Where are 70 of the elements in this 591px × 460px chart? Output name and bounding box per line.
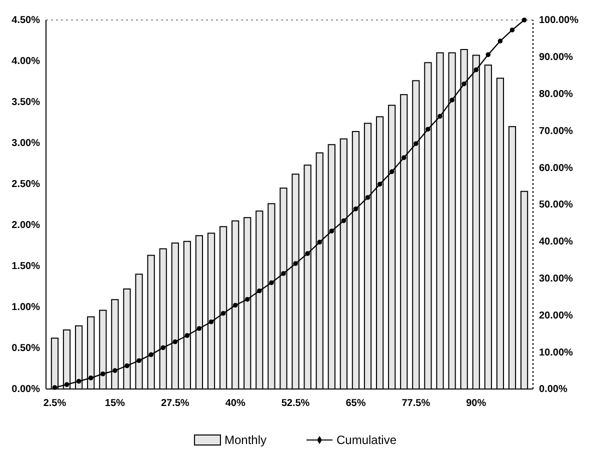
x-tick-label: 40% (225, 398, 246, 410)
point (136, 358, 142, 363)
point (184, 333, 190, 338)
y-tick-label: 0.00% (12, 384, 40, 396)
point (353, 206, 358, 212)
x-tick-label: 15% (104, 398, 126, 410)
y-tick-label: 3.00% (12, 138, 40, 150)
y-tick-label: 4.50% (12, 15, 40, 26)
x-tick-label: 52.5% (281, 398, 310, 410)
point (317, 240, 322, 245)
point (498, 38, 503, 44)
y2-tick-label: 20.00% (539, 310, 574, 322)
point (341, 218, 346, 224)
y2-tick-label: 40.00% (539, 236, 574, 248)
y-tick-label: 3.50% (12, 97, 40, 108)
y2-tick-label: 90.00% (539, 52, 574, 64)
point (462, 81, 466, 86)
y2-tick-label: 80.00% (539, 89, 574, 100)
x-tick-label: 27.5% (160, 398, 190, 410)
point (329, 228, 334, 234)
y-tick-label: 2.00% (12, 220, 40, 232)
point (281, 271, 286, 276)
point (365, 195, 370, 200)
y-tick-label: 4.00% (12, 56, 40, 68)
y2-tick-label: 70.00% (539, 126, 574, 137)
point (293, 261, 298, 266)
point (269, 280, 274, 286)
x-tick-label: 77.5% (402, 398, 430, 410)
x-tick-label: 65% (346, 398, 366, 410)
y2-tick-label: 50.00% (539, 200, 574, 211)
point (389, 169, 394, 174)
point (160, 345, 166, 350)
point (64, 382, 70, 387)
point (100, 371, 106, 376)
point (148, 352, 154, 358)
point (414, 141, 418, 146)
point (377, 182, 382, 187)
y2-tick-label: 60.00% (539, 162, 574, 174)
point (124, 363, 130, 368)
point (112, 368, 118, 373)
point (208, 319, 214, 324)
y2-tick-label: 10.00% (539, 347, 574, 358)
x-tick-label: 2.5% (43, 398, 66, 410)
y2-tick-label: 30.00% (539, 274, 574, 284)
point (474, 67, 479, 72)
point (232, 302, 238, 308)
point (486, 52, 491, 58)
y-tick-label: 2.50% (12, 179, 40, 190)
point (401, 155, 406, 160)
y-tick-label: 1.00% (12, 302, 40, 314)
point (196, 326, 202, 331)
point (522, 18, 527, 22)
point (450, 98, 454, 102)
point (510, 28, 515, 32)
y-tick-label: 1.50% (12, 261, 40, 272)
point (305, 251, 310, 256)
point (172, 339, 178, 344)
legend-label: Monthly (224, 433, 266, 447)
point (244, 296, 250, 302)
point (426, 126, 430, 132)
y2-tick-label: 0.00% (539, 384, 568, 396)
x-tick-label: 90% (466, 398, 486, 410)
y-tick-label: 0.50% (12, 343, 40, 354)
y2-tick-label: 100.00% (539, 15, 579, 26)
point (76, 378, 82, 384)
legend-label: Cumulative (336, 433, 397, 447)
point (257, 288, 262, 294)
point (88, 376, 94, 380)
point (220, 310, 226, 316)
point (438, 114, 442, 119)
